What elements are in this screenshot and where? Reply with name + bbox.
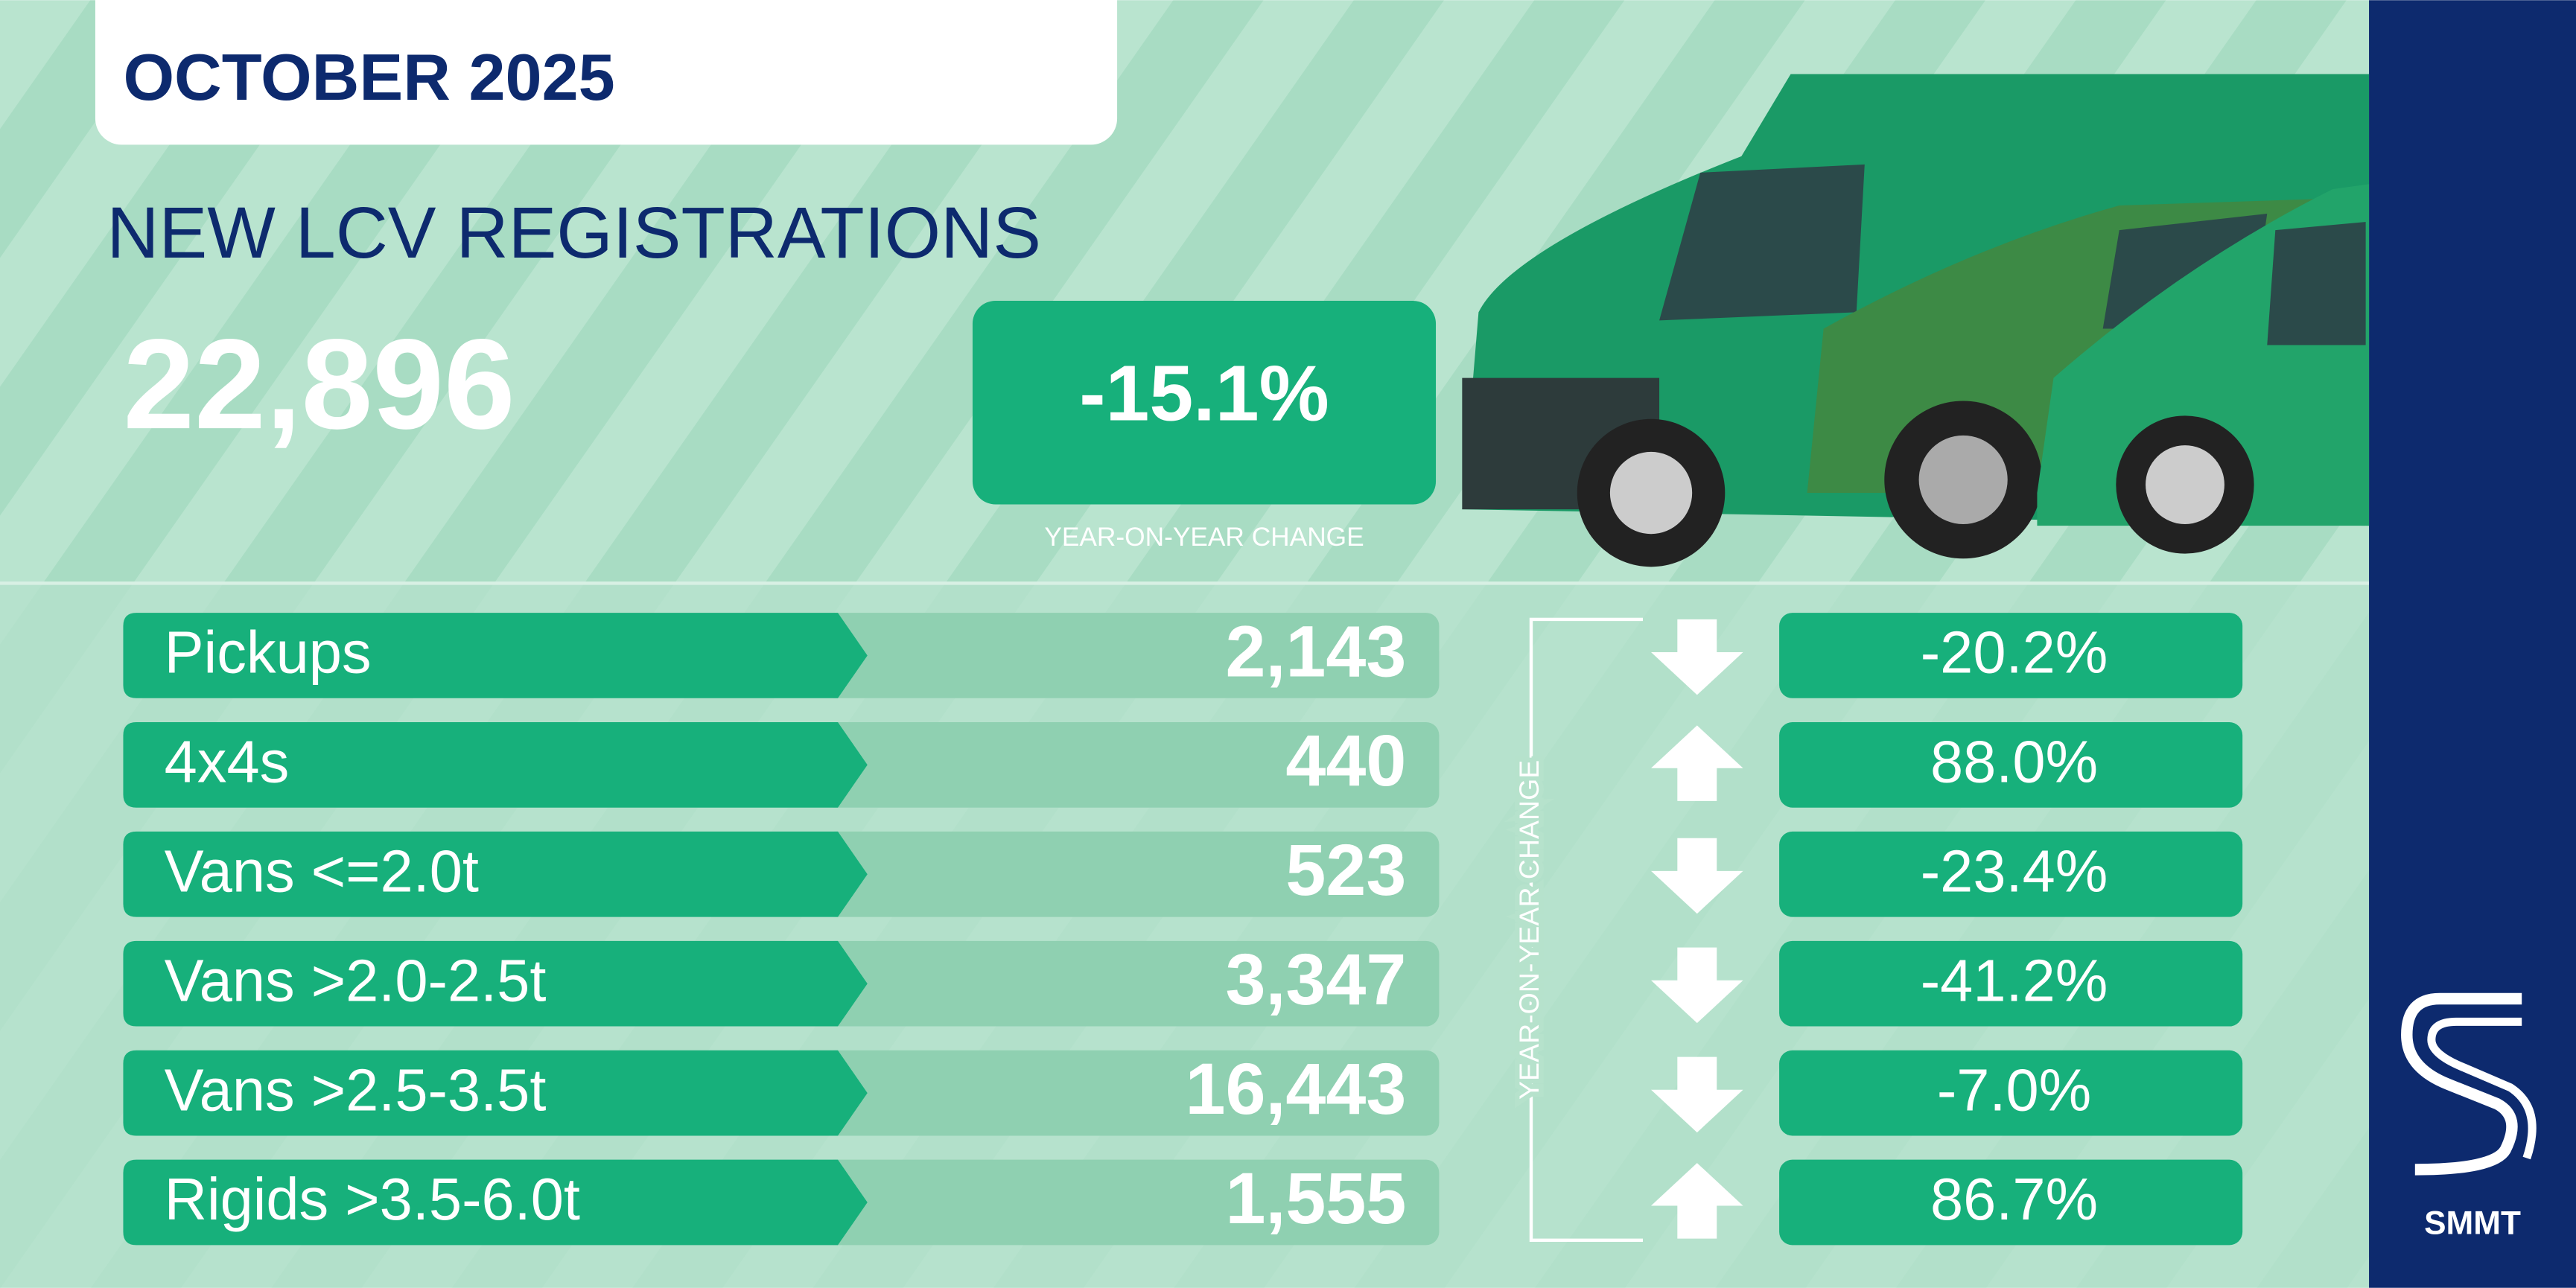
change-box [972, 300, 1437, 505]
logo: SMMT [2401, 992, 2537, 1242]
row-value: 523 [1285, 829, 1406, 911]
row-value: 440 [1285, 720, 1406, 801]
row-change: -23.4% [1921, 838, 2108, 904]
label-pill [123, 831, 868, 917]
label-pill [123, 1159, 868, 1246]
trend-arrow-up [1651, 1163, 1743, 1239]
row-value: 2,143 [1225, 610, 1406, 692]
trend-arrow-down [1651, 838, 1743, 914]
row-value: 1,555 [1225, 1158, 1406, 1239]
label-pill [123, 613, 868, 698]
value-panel [821, 831, 1440, 917]
vehicles [1462, 74, 2370, 567]
row-value: 16,443 [1186, 1048, 1407, 1129]
logo-text: SMMT [2424, 1205, 2521, 1242]
trend-arrow-down [1651, 619, 1743, 695]
row-value: 3,347 [1225, 939, 1406, 1020]
row-change: -41.2% [1921, 947, 2108, 1013]
row-label: Rigids >3.5-6.0t [165, 1166, 580, 1232]
bracket [1529, 617, 1643, 1242]
value-panel [821, 722, 1440, 808]
total-value: 22,896 [123, 313, 515, 456]
label-pill [123, 940, 868, 1027]
label-pill [123, 722, 868, 808]
title: NEW LCV REGISTRATIONS [106, 192, 1041, 273]
row-change: 86.7% [1930, 1166, 2098, 1232]
value-panel [821, 1050, 1440, 1136]
row-change: -20.2% [1921, 619, 2108, 686]
date-box [95, 0, 1118, 145]
row-label: Pickups [165, 619, 372, 686]
change-label: YEAR-ON-YEAR CHANGE [1044, 523, 1364, 552]
row-label: 4x4s [165, 729, 290, 795]
total-change: -15.1% [1079, 349, 1329, 437]
change-pill [1779, 1050, 2243, 1136]
row-change: -7.0% [1937, 1056, 2091, 1123]
row-label: Vans >2.0-2.5t [165, 947, 547, 1013]
side-label: YEAR-ON-YEAR CHANGE [1513, 760, 1545, 1100]
row-change: 88.0% [1930, 729, 2098, 795]
value-panel [821, 613, 1440, 698]
change-pill [1779, 613, 2243, 698]
trend-arrow-down [1651, 947, 1743, 1024]
value-panel [821, 940, 1440, 1027]
change-pill [1779, 722, 2243, 808]
change-pill [1779, 1159, 2243, 1246]
value-panel [821, 1159, 1440, 1246]
row-label: Vans <=2.0t [165, 838, 479, 904]
trend-arrow-down [1651, 1056, 1743, 1133]
trend-arrow-up [1651, 725, 1743, 801]
row-label: Vans >2.5-3.5t [165, 1056, 547, 1123]
change-pill [1779, 940, 2243, 1027]
label-pill [123, 1050, 868, 1136]
date: OCTOBER 2025 [123, 40, 614, 114]
change-pill [1779, 831, 2243, 917]
